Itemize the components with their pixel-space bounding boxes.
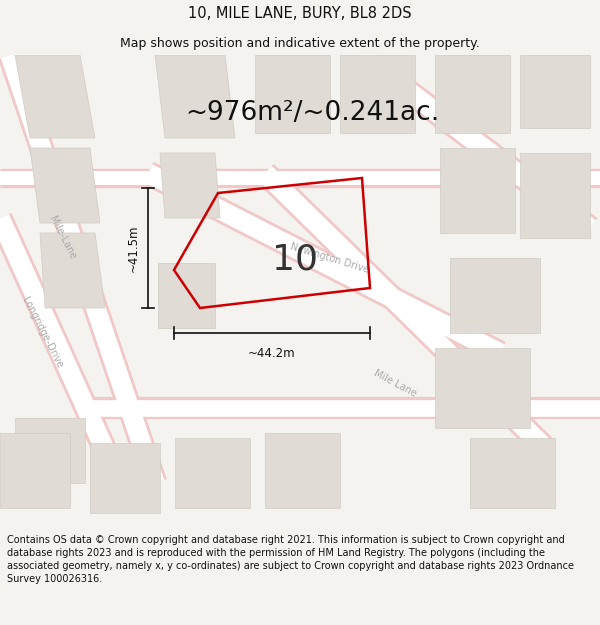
- Polygon shape: [15, 418, 85, 483]
- Text: ~976m²/~0.241ac.: ~976m²/~0.241ac.: [185, 100, 439, 126]
- Polygon shape: [0, 433, 70, 508]
- Text: Longridge-Drive: Longridge-Drive: [20, 296, 64, 370]
- Polygon shape: [265, 433, 340, 508]
- Polygon shape: [158, 263, 215, 328]
- Text: Mile Lane: Mile Lane: [372, 368, 418, 398]
- Text: 10: 10: [272, 243, 318, 277]
- Text: 10, MILE LANE, BURY, BL8 2DS: 10, MILE LANE, BURY, BL8 2DS: [188, 6, 412, 21]
- Polygon shape: [450, 258, 540, 333]
- Polygon shape: [520, 55, 590, 128]
- Polygon shape: [175, 438, 250, 508]
- Polygon shape: [435, 348, 530, 428]
- Text: ~41.5m: ~41.5m: [127, 224, 140, 272]
- Text: Mile-Lane: Mile-Lane: [47, 214, 77, 261]
- Text: Contains OS data © Crown copyright and database right 2021. This information is : Contains OS data © Crown copyright and d…: [7, 535, 574, 584]
- Polygon shape: [90, 443, 160, 513]
- Polygon shape: [340, 55, 415, 133]
- Polygon shape: [520, 153, 590, 238]
- Polygon shape: [440, 148, 515, 233]
- Polygon shape: [15, 55, 95, 138]
- Text: Newington Drive: Newington Drive: [289, 241, 371, 275]
- Polygon shape: [470, 438, 555, 508]
- Polygon shape: [30, 148, 100, 223]
- Polygon shape: [160, 153, 220, 218]
- Polygon shape: [435, 55, 510, 133]
- Polygon shape: [255, 55, 330, 133]
- Polygon shape: [40, 233, 105, 308]
- Polygon shape: [155, 55, 235, 138]
- Text: ~44.2m: ~44.2m: [248, 347, 296, 360]
- Text: Map shows position and indicative extent of the property.: Map shows position and indicative extent…: [120, 38, 480, 51]
